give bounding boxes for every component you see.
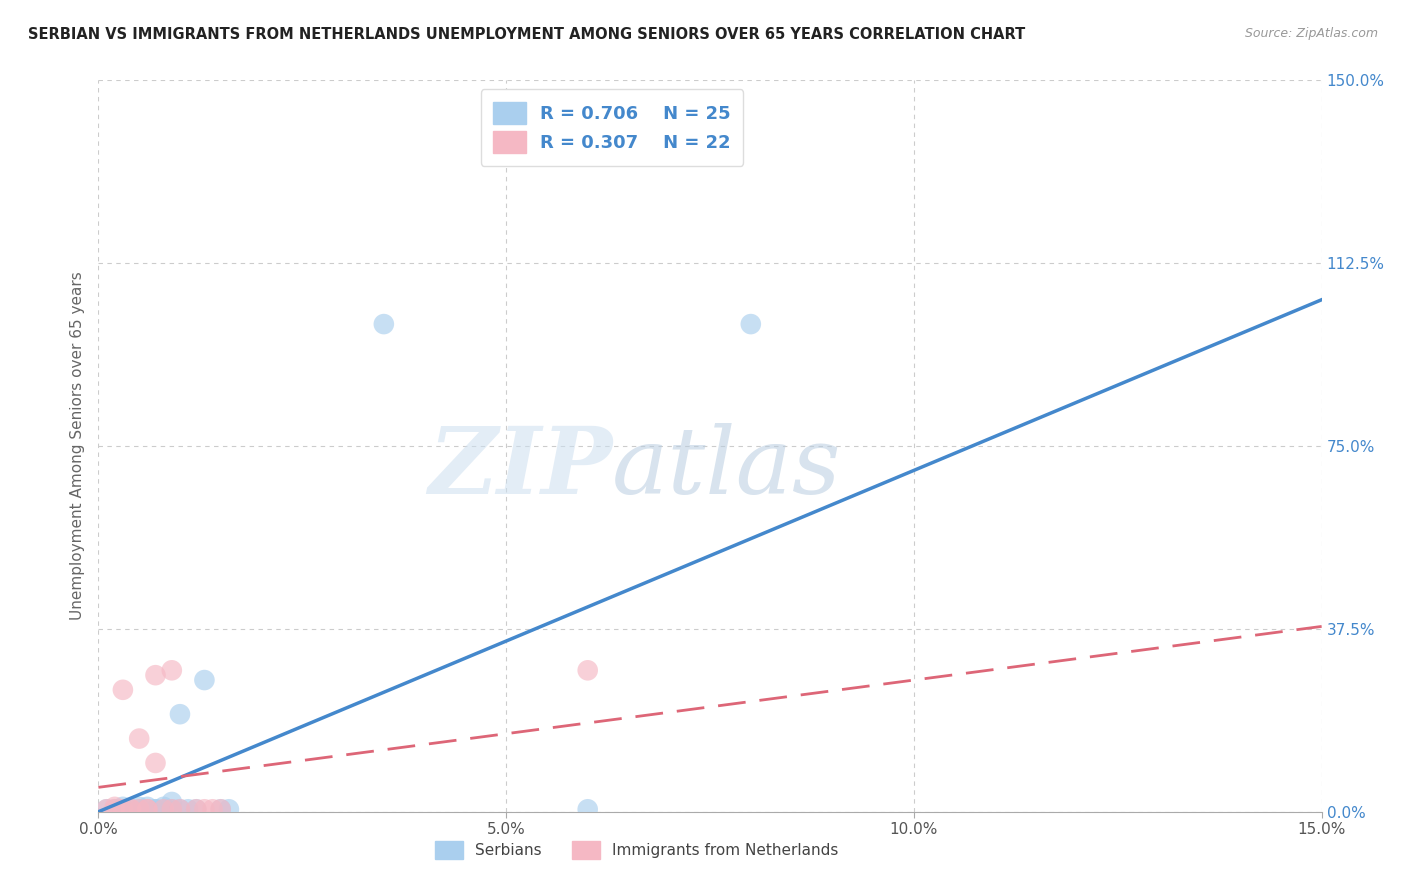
Point <box>201 802 224 816</box>
Point <box>120 802 142 816</box>
Point <box>177 802 200 816</box>
Text: Source: ZipAtlas.com: Source: ZipAtlas.com <box>1244 27 1378 40</box>
Point <box>218 802 240 816</box>
Point <box>145 802 167 816</box>
Point <box>576 663 599 677</box>
Point <box>740 317 762 331</box>
Point <box>136 802 159 816</box>
Point <box>373 317 395 331</box>
Legend: Serbians, Immigrants from Netherlands: Serbians, Immigrants from Netherlands <box>425 830 849 870</box>
Text: ZIP: ZIP <box>427 423 612 513</box>
Y-axis label: Unemployment Among Seniors over 65 years: Unemployment Among Seniors over 65 years <box>70 272 86 620</box>
Point <box>152 802 174 816</box>
Point <box>120 802 142 816</box>
Point <box>136 800 159 814</box>
Point <box>128 802 150 816</box>
Point <box>209 802 232 816</box>
Point <box>104 800 127 814</box>
Point <box>111 802 134 816</box>
Point <box>152 800 174 814</box>
Point <box>160 802 183 816</box>
Point <box>193 673 215 687</box>
Point <box>128 731 150 746</box>
Point <box>160 663 183 677</box>
Point <box>120 802 142 816</box>
Point <box>96 802 118 816</box>
Point <box>193 802 215 816</box>
Text: atlas: atlas <box>612 423 842 513</box>
Point <box>111 802 134 816</box>
Point <box>209 802 232 816</box>
Point <box>160 802 183 816</box>
Point <box>576 802 599 816</box>
Point <box>186 802 208 816</box>
Point <box>104 802 127 816</box>
Point <box>96 802 118 816</box>
Point <box>145 668 167 682</box>
Point <box>136 802 159 816</box>
Point <box>136 802 159 816</box>
Point <box>145 756 167 770</box>
Text: SERBIAN VS IMMIGRANTS FROM NETHERLANDS UNEMPLOYMENT AMONG SENIORS OVER 65 YEARS : SERBIAN VS IMMIGRANTS FROM NETHERLANDS U… <box>28 27 1025 42</box>
Point <box>152 802 174 816</box>
Point <box>128 800 150 814</box>
Point <box>186 802 208 816</box>
Point <box>169 802 191 816</box>
Point <box>128 802 150 816</box>
Point <box>145 802 167 816</box>
Point <box>104 802 127 816</box>
Point <box>169 707 191 722</box>
Point <box>111 682 134 697</box>
Point <box>160 795 183 809</box>
Point <box>169 802 191 816</box>
Point <box>111 800 134 814</box>
